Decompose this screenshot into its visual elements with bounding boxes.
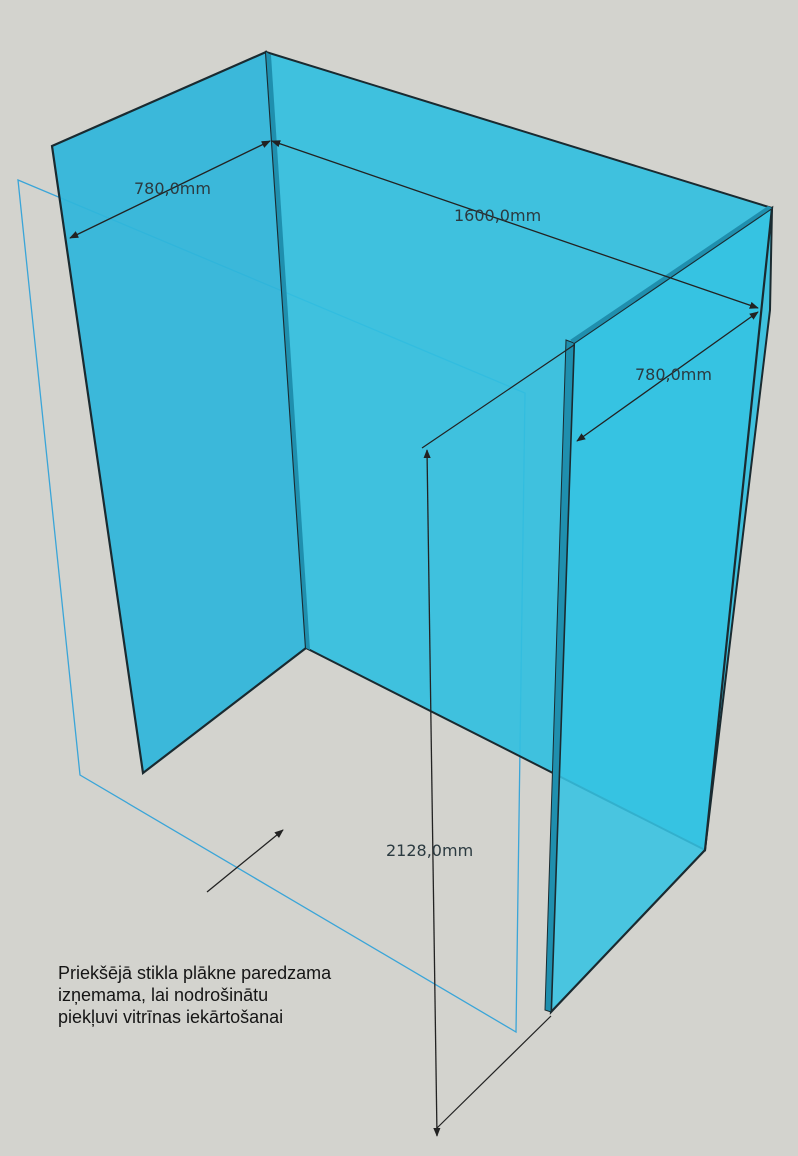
dim-label-back-width: 1600,0mm (454, 206, 541, 225)
dim-extension-top (421, 344, 575, 449)
dim-line-back-width (271, 140, 759, 309)
note-pointer-arrow (206, 829, 284, 893)
dim-line-height (423, 449, 441, 1137)
note-line: izņemama, lai nodrošinātu (58, 985, 269, 1005)
note-line: piekļuvi vitrīnas iekārtošanai (58, 1007, 284, 1027)
dim-extension-bottom (436, 1015, 552, 1129)
dim-label-right-depth: 780,0mm (635, 365, 712, 384)
note-line: Priekšējā stikla plākne paredzama (58, 963, 332, 983)
dim-label-left-depth: 780,0mm (134, 179, 211, 198)
dim-line-left-depth (69, 140, 271, 239)
dim-label-height: 2128,0mm (386, 841, 473, 860)
removable-panel-note: Priekšējā stikla plākne paredzama izņema… (58, 962, 388, 1028)
right-panel-edge (544, 339, 575, 1013)
dim-line-right-depth (576, 311, 759, 442)
